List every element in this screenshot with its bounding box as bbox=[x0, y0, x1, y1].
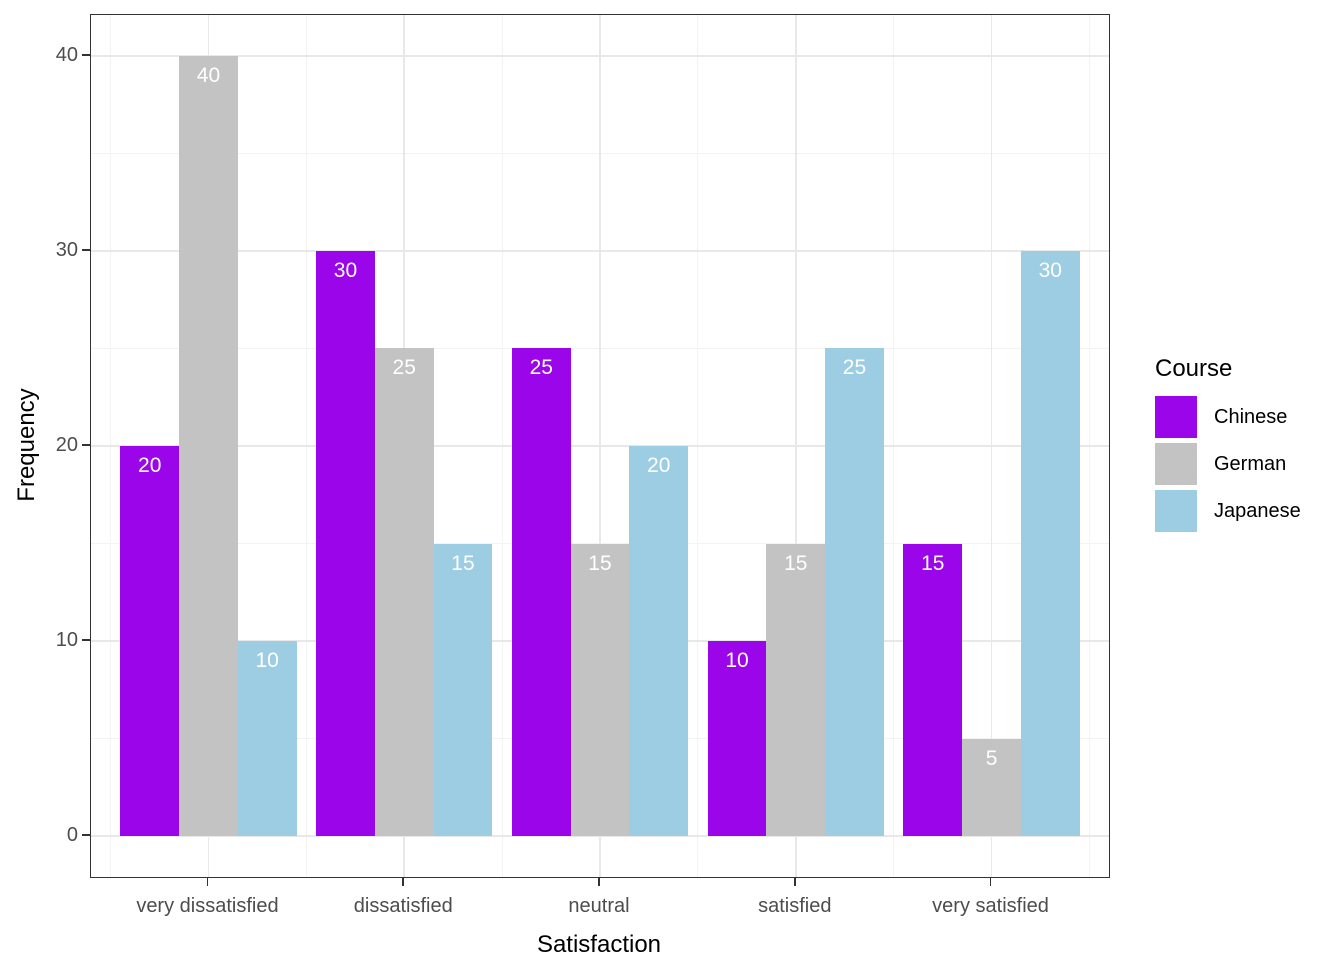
bar-japanese-1 bbox=[433, 543, 493, 837]
bar-value-label: 15 bbox=[588, 551, 612, 575]
y-axis-title: Frequency bbox=[13, 388, 40, 502]
legend-item: Chinese bbox=[1155, 396, 1301, 438]
bar-german-1 bbox=[374, 348, 434, 837]
bar-value-label: 25 bbox=[842, 356, 867, 380]
y-tick-mark bbox=[82, 834, 90, 836]
japanese-swatch bbox=[1155, 490, 1197, 532]
x-tick-label: dissatisfied bbox=[353, 895, 453, 917]
legend-title: Course bbox=[1155, 355, 1233, 382]
bar-german-2 bbox=[570, 543, 630, 837]
bar-value-label: 25 bbox=[529, 356, 553, 380]
chinese-swatch bbox=[1155, 396, 1197, 438]
x-axis-title: Satisfaction bbox=[536, 931, 662, 958]
y-tick-mark bbox=[82, 639, 90, 641]
bar-japanese-4 bbox=[1020, 250, 1080, 837]
x-tick-mark bbox=[206, 877, 209, 886]
bar-japanese-3 bbox=[825, 348, 884, 837]
bar-value-label: 10 bbox=[725, 649, 749, 673]
bar-chinese-1 bbox=[316, 250, 375, 837]
legend-label: Chinese bbox=[1214, 405, 1288, 428]
x-tick-mark bbox=[598, 877, 600, 886]
plot-area: 20 30 25 10 15 40 25 15 15 5 10 15 20 25 30 bbox=[91, 15, 1109, 877]
bar-chinese-2 bbox=[511, 348, 571, 837]
plot-panel: 20 30 25 10 15 40 25 15 15 5 10 15 20 25 30 bbox=[90, 14, 1110, 878]
gridline-major-v bbox=[795, 15, 797, 877]
gridline-major-v bbox=[990, 15, 993, 877]
bar-german-0 bbox=[179, 55, 238, 837]
y-tick-label: 10 bbox=[55, 629, 78, 652]
bar-value-label: 20 bbox=[647, 454, 671, 477]
bar-value-label: 5 bbox=[985, 746, 998, 770]
x-tick-mark bbox=[793, 877, 796, 886]
y-tick-label: 40 bbox=[55, 43, 78, 66]
bar-value-label: 10 bbox=[255, 649, 279, 673]
bar-value-label: 15 bbox=[451, 551, 475, 575]
bar-value-label: 20 bbox=[138, 454, 162, 477]
gridline-major-v bbox=[599, 15, 601, 877]
bar-value-label: 15 bbox=[921, 551, 945, 575]
x-tick-label: very dissatisfied bbox=[136, 895, 279, 917]
y-tick-mark bbox=[82, 444, 90, 446]
bar-value-label: 30 bbox=[333, 258, 358, 282]
bar-value-label: 40 bbox=[196, 63, 221, 87]
bar-value-label: 30 bbox=[1038, 258, 1062, 282]
legend: Course Chinese German Japanese bbox=[1155, 354, 1301, 537]
x-tick-label: neutral bbox=[568, 895, 630, 917]
x-tick-label: satisfied bbox=[758, 895, 832, 917]
legend-item: Japanese bbox=[1155, 490, 1301, 532]
bar-japanese-2 bbox=[629, 446, 689, 837]
bar-chinese-4 bbox=[903, 543, 963, 837]
bar-german-4 bbox=[962, 738, 1021, 837]
bar-german-3 bbox=[766, 543, 826, 837]
german-swatch bbox=[1155, 443, 1197, 485]
bar-value-label: 15 bbox=[784, 551, 808, 575]
bar-value-label: 25 bbox=[392, 356, 416, 380]
legend-item: German bbox=[1155, 443, 1301, 485]
y-tick-mark bbox=[82, 54, 90, 56]
x-tick-mark bbox=[402, 877, 405, 886]
legend-items: Chinese German Japanese bbox=[1155, 396, 1301, 532]
bar-chinese-3 bbox=[707, 641, 767, 837]
legend-label: German bbox=[1214, 452, 1287, 475]
x-tick-mark bbox=[989, 877, 992, 886]
y-tick-label: 30 bbox=[55, 238, 78, 261]
y-tick-mark bbox=[82, 249, 90, 251]
y-tick-label: 20 bbox=[55, 434, 78, 456]
legend-label: Japanese bbox=[1214, 499, 1301, 522]
x-tick-label: very satisfied bbox=[932, 895, 1049, 917]
bar-japanese-0 bbox=[237, 641, 297, 837]
y-tick-label: 0 bbox=[66, 824, 78, 847]
bar-chinese-0 bbox=[120, 446, 180, 837]
